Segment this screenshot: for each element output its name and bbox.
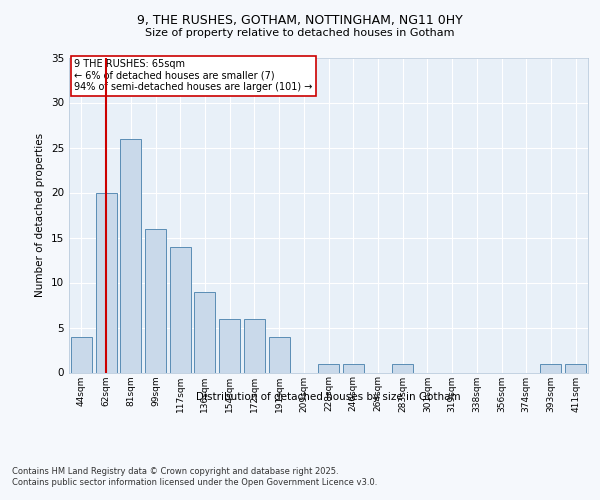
- Bar: [95, 192, 116, 372]
- Bar: [541, 364, 562, 372]
- Text: Size of property relative to detached houses in Gotham: Size of property relative to detached ho…: [145, 28, 455, 38]
- Y-axis label: Number of detached properties: Number of detached properties: [35, 133, 46, 297]
- Bar: [219, 318, 240, 372]
- Bar: [244, 318, 265, 372]
- Text: 9, THE RUSHES, GOTHAM, NOTTINGHAM, NG11 0HY: 9, THE RUSHES, GOTHAM, NOTTINGHAM, NG11 …: [137, 14, 463, 27]
- Text: Contains HM Land Registry data © Crown copyright and database right 2025.
Contai: Contains HM Land Registry data © Crown c…: [12, 468, 377, 487]
- Bar: [170, 246, 191, 372]
- Bar: [71, 336, 92, 372]
- Text: Distribution of detached houses by size in Gotham: Distribution of detached houses by size …: [196, 392, 461, 402]
- Bar: [343, 364, 364, 372]
- Bar: [565, 364, 586, 372]
- Bar: [194, 292, 215, 372]
- Bar: [145, 228, 166, 372]
- Bar: [392, 364, 413, 372]
- Bar: [269, 336, 290, 372]
- Bar: [318, 364, 339, 372]
- Text: 9 THE RUSHES: 65sqm
← 6% of detached houses are smaller (7)
94% of semi-detached: 9 THE RUSHES: 65sqm ← 6% of detached hou…: [74, 59, 313, 92]
- Bar: [120, 138, 141, 372]
